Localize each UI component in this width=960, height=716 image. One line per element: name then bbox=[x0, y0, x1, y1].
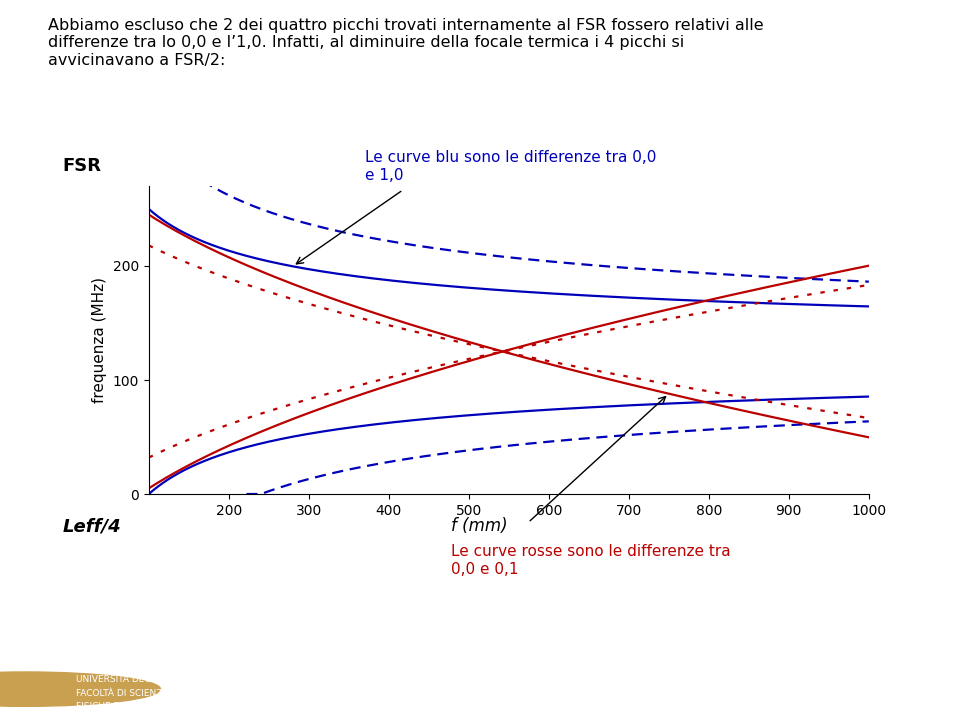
Y-axis label: frequenza (MHz): frequenza (MHz) bbox=[92, 277, 108, 403]
Text: f (mm): f (mm) bbox=[451, 517, 508, 536]
Text: FISICHE E NATURALI: FISICHE E NATURALI bbox=[76, 702, 166, 711]
Text: FACOLTÀ DI SCIENZE MATEMATICHE,: FACOLTÀ DI SCIENZE MATEMATICHE, bbox=[76, 689, 237, 698]
Text: Leff/4: Leff/4 bbox=[62, 517, 121, 536]
Text: Abbiamo escluso che 2 dei quattro picchi trovati internamente al FSR fossero rel: Abbiamo escluso che 2 dei quattro picchi… bbox=[48, 18, 763, 68]
Text: Le curve blu sono le differenze tra 0,0
e 1,0: Le curve blu sono le differenze tra 0,0 … bbox=[365, 150, 657, 183]
Text: FSR: FSR bbox=[62, 158, 102, 175]
Circle shape bbox=[0, 672, 160, 706]
Text: UNIVERSITÀ DEGLI STUDI DI MILANO: UNIVERSITÀ DEGLI STUDI DI MILANO bbox=[76, 675, 240, 684]
Text: Le curve rosse sono le differenze tra
0,0 e 0,1: Le curve rosse sono le differenze tra 0,… bbox=[451, 544, 731, 576]
